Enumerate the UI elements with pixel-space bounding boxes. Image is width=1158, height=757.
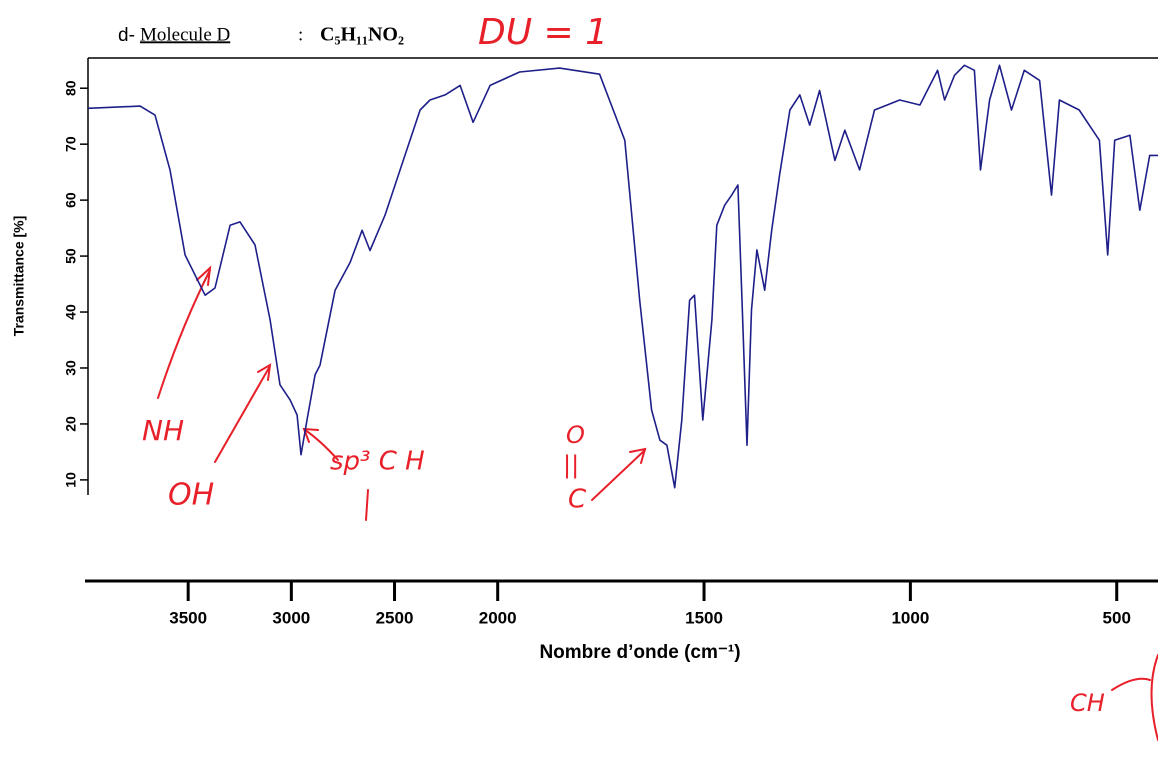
- title-prefix: d-: [118, 25, 135, 46]
- title-separator: :: [298, 24, 303, 45]
- x-tick-label: 1000: [891, 608, 929, 627]
- y-tick-label: 80: [63, 80, 79, 96]
- y-tick-label: 70: [63, 136, 79, 152]
- annotation: CH: [1070, 689, 1105, 717]
- arrows: [157, 265, 1158, 741]
- y-tick-label: 40: [63, 304, 79, 320]
- x-tick-label: 3000: [272, 608, 310, 627]
- y-tick-label: 20: [63, 416, 79, 432]
- x-tick-label: 1500: [685, 608, 723, 627]
- plot-area: [88, 64, 1158, 489]
- annotation: O: [566, 421, 585, 449]
- x-tick-label: 2500: [376, 608, 414, 627]
- formula: C₅H₁₁NO₂: [320, 24, 404, 46]
- y-tick-label: 10: [63, 472, 79, 488]
- y-tick-label: 60: [63, 192, 79, 208]
- y-axis-label: Transmittance [%]: [11, 216, 27, 337]
- x-axis-label: Nombre d’onde (cm⁻¹): [539, 642, 740, 663]
- chart-title: Molecule D: [140, 24, 230, 45]
- annotation: DU = 1: [478, 12, 608, 53]
- y-tick-label: 50: [63, 248, 79, 264]
- x-tick-label: 2000: [479, 608, 517, 627]
- annotation: C: [568, 485, 587, 515]
- x-tick-label: 3500: [169, 608, 207, 627]
- annotation: ||: [563, 451, 579, 479]
- spectrum-line: [88, 64, 1158, 489]
- x-tick-label: 500: [1103, 608, 1131, 627]
- y-tick-label: 30: [63, 360, 79, 376]
- annotation: OH: [168, 478, 214, 513]
- annotation: sp³ C H: [330, 447, 425, 477]
- annotation: NH: [142, 414, 184, 447]
